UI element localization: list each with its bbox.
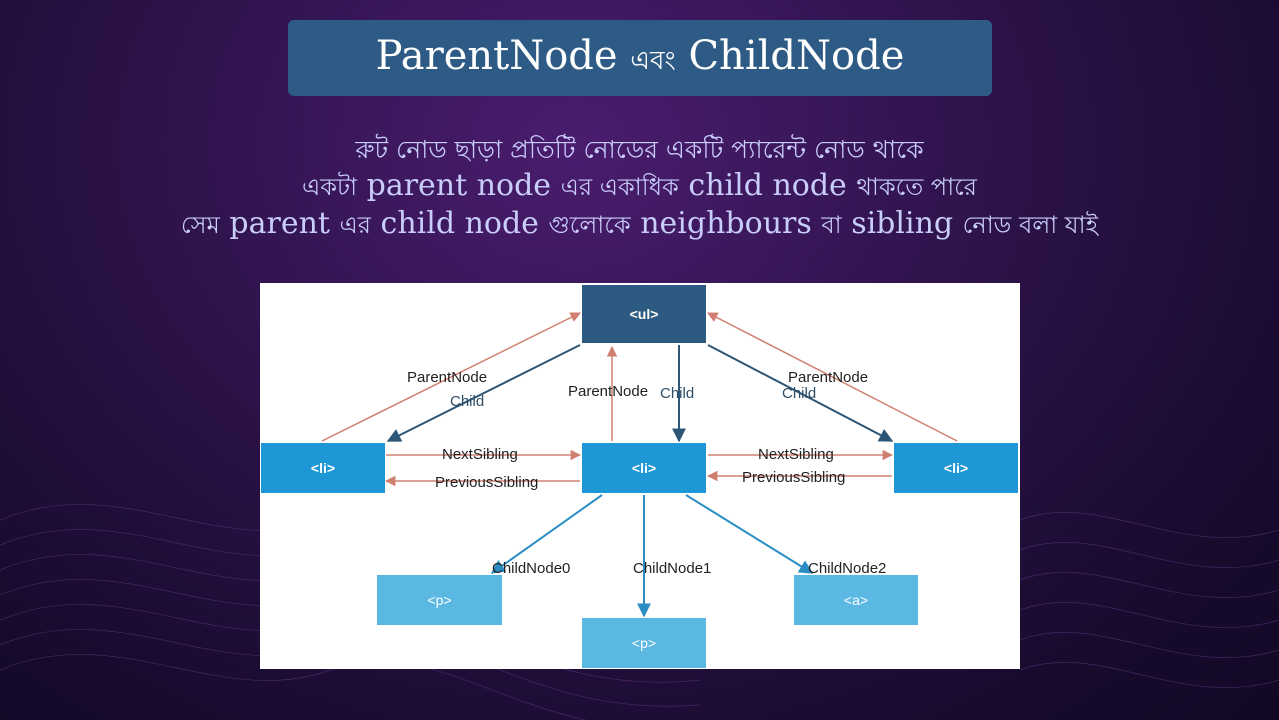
arrow-childnode0 <box>490 494 603 574</box>
label-previoussibling-left: PreviousSibling <box>435 474 539 491</box>
subtitle-line-3-part-4: child node <box>380 206 539 241</box>
node-a-right: <a> <box>794 575 918 625</box>
subtitle-line-2-part-4: child node <box>688 168 847 203</box>
arrow-parent-right <box>707 312 958 442</box>
label-child-left: Child <box>450 393 485 410</box>
subtitle-line-3-part-1: সেম <box>180 211 220 239</box>
title-parentnode: ParentNode <box>375 32 618 79</box>
label-nextsibling-left: NextSibling <box>442 446 518 463</box>
label-childnode0: ChildNode0 <box>492 560 571 577</box>
subtitle-line-2-part-5: থাকতে পারে <box>856 173 978 201</box>
subtitle-line-2: একটা parent node এর একাধিক child node থা… <box>0 168 1279 209</box>
subtitle-line-3-part-6: neighbours <box>640 206 812 241</box>
subtitle-line-2-part-2: parent node <box>366 168 552 203</box>
node-li-left: <li> <box>261 443 385 493</box>
page-title: ParentNode এবং ChildNode <box>376 33 905 84</box>
arrow-child-left <box>386 344 581 442</box>
arrow-childnode2 <box>685 494 814 574</box>
label-parentnode-left: ParentNode <box>407 369 488 386</box>
label-nextsibling-right: NextSibling <box>758 446 834 463</box>
subtitle-line-3-part-3: এর <box>339 211 371 239</box>
label-parentnode-center: ParentNode <box>568 383 649 400</box>
title-childnode: ChildNode <box>688 32 905 79</box>
subtitle-line-3-part-5: গুলোকে <box>548 211 631 239</box>
dom-tree-diagram: <ul> <li> <li> <li> <p> <p> <a> ParentNo… <box>260 283 1020 669</box>
label-childnode2: ChildNode2 <box>808 560 887 577</box>
title-and: এবং <box>630 45 676 76</box>
subtitle-line-2-part-3: এর একাধিক <box>560 173 679 201</box>
label-parentnode-right: ParentNode <box>788 369 869 386</box>
node-li-right: <li> <box>894 443 1018 493</box>
node-li-center: <li> <box>582 443 706 493</box>
subtitle-line-3-part-8: sibling <box>851 206 954 241</box>
subtitle-line-3-part-7: বা <box>821 211 842 239</box>
subtitle-line-2-part-1: একটা <box>301 173 358 201</box>
node-p-center: <p> <box>582 618 706 668</box>
label-child-right: Child <box>782 385 817 402</box>
arrow-child-right <box>707 344 894 442</box>
diagram-arrows <box>321 312 958 618</box>
subtitle-line-1: রুট নোড ছাড়া প্রতিটি নোডের একটি প্যারেন… <box>355 135 924 164</box>
node-ul: <ul> <box>582 285 706 343</box>
subtitle-line-3-part-9: নোড বলা যাই <box>962 211 1099 239</box>
subtitle-line-3-part-2: parent <box>229 206 330 241</box>
title-banner: ParentNode এবং ChildNode <box>288 20 992 96</box>
label-childnode1: ChildNode1 <box>633 560 712 577</box>
label-previoussibling-right: PreviousSibling <box>742 469 846 486</box>
label-child-center: Child <box>660 385 695 402</box>
node-p-left: <p> <box>377 575 502 625</box>
arrow-parent-left <box>321 312 581 442</box>
subtitle-line-3: সেম parent এর child node গুলোকে neighbou… <box>0 206 1279 247</box>
